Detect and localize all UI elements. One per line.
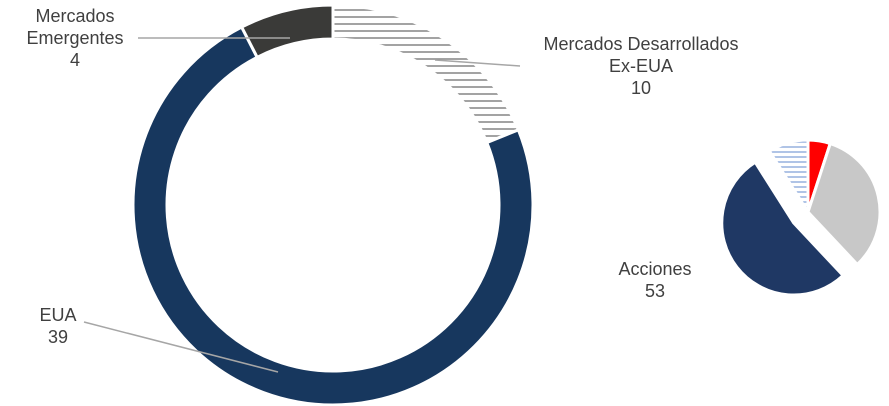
slice-label: EUA [39,305,76,325]
slice-label: Acciones [618,259,691,279]
leader-line [434,59,521,67]
slice-label: Mercados Desarrollados Ex-EUA [543,34,738,76]
value-label: 4 [70,50,80,70]
slice [239,3,335,60]
leader-line [83,321,279,373]
value-label: 39 [48,327,68,347]
slice [131,25,535,406]
slice [720,160,846,297]
value-label: 10 [631,78,651,98]
slice [806,141,882,267]
slice [331,3,521,145]
slice-label: Mercados Emergentes [26,6,123,48]
slice [767,138,810,218]
value-label: 53 [645,281,665,301]
